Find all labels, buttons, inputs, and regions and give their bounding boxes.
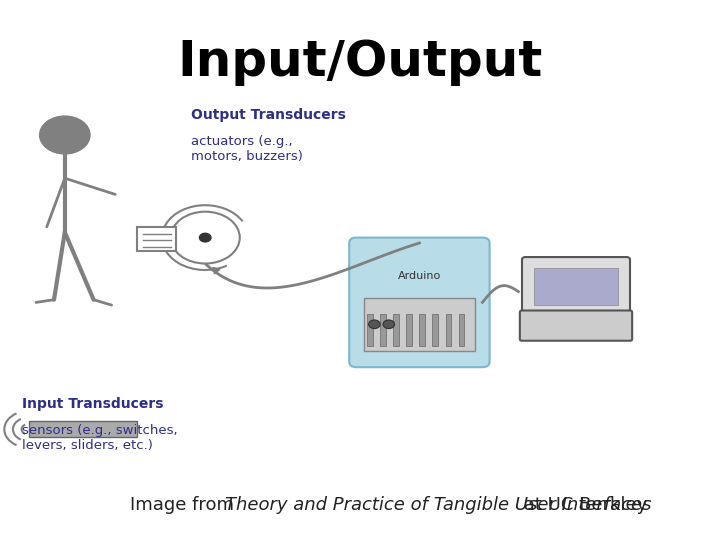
Circle shape [40,116,90,154]
Text: Theory and Practice of Tangible User Interfaces: Theory and Practice of Tangible User Int… [225,496,651,514]
Bar [380,314,386,346]
Text: Image from: Image from [130,496,239,514]
Bar [367,314,373,346]
Bar [419,314,425,346]
Bar [459,314,464,346]
Bar [446,314,451,346]
Bar [29,421,137,437]
Circle shape [369,320,380,328]
Text: Arduino: Arduino [397,271,441,281]
Circle shape [383,320,395,328]
Bar [534,268,618,305]
Text: Input/Output: Input/Output [177,38,543,86]
Bar [137,227,176,251]
Text: Input Transducers: Input Transducers [22,397,163,411]
Bar [433,314,438,346]
Text: sensors (e.g., switches,
levers, sliders, etc.): sensors (e.g., switches, levers, sliders… [22,424,177,452]
Bar [393,314,399,346]
Text: at UC Berkley: at UC Berkley [518,496,648,514]
Circle shape [171,212,240,264]
FancyBboxPatch shape [522,257,630,316]
Circle shape [199,233,211,242]
FancyBboxPatch shape [520,310,632,341]
Text: actuators (e.g.,
motors, buzzers): actuators (e.g., motors, buzzers) [191,135,302,163]
Bar [406,314,412,346]
Bar [364,298,475,351]
Text: Output Transducers: Output Transducers [191,108,346,122]
FancyBboxPatch shape [349,238,490,367]
